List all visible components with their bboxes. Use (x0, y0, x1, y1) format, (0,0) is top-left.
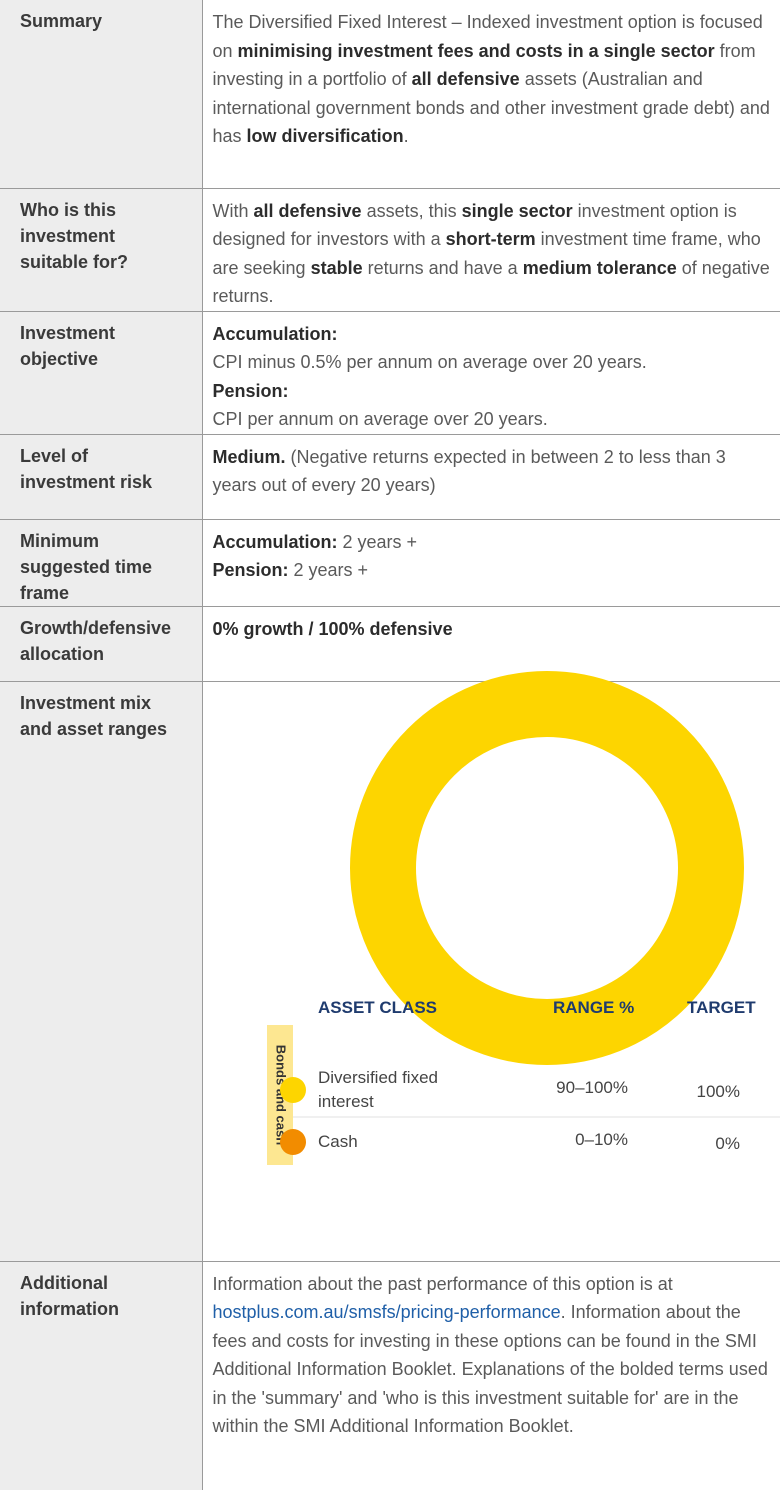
asset-target: 0% (715, 1134, 740, 1153)
text: With (212, 200, 254, 221)
row-label: Investment mix and asset ranges (20, 692, 168, 739)
row-label: Growth/defensive allocation (20, 617, 172, 664)
paragraph: Pension: 2 years + (213, 556, 771, 585)
row-label: Summary (20, 11, 103, 31)
text: (Negative returns expected in between 2 … (212, 446, 726, 496)
donut-chart: Bonds and cash (267, 671, 780, 1165)
content-cell: The Diversified Fixed Interest – Indexed… (201, 0, 780, 189)
row: Level of investment risk Medium. (Negativ… (0, 434, 780, 520)
text: Medium. (212, 446, 286, 467)
row: Summary The Diversified Fixed Interest – … (0, 0, 780, 189)
content-cell: Information about the past performance o… (201, 1261, 780, 1490)
text: short-term (445, 229, 536, 249)
label-cell: Growth/defensive allocation (0, 606, 202, 682)
row: Additional information Information about … (0, 1261, 780, 1490)
content-cell: Accumulation: 2 years + Pension: 2 years … (201, 519, 780, 607)
content-cell: Accumulation: CPI minus 0.5% per annum on… (201, 311, 780, 435)
paragraph: Medium. (Negative returns expected in be… (213, 443, 771, 500)
text: The Diversified Fixed Interest – Indexed… (212, 12, 763, 61)
text: 0% growth / 100% defensive (212, 618, 453, 639)
asset-mix: Bonds and cash ASSET CLASS RANGE % TARGET D… (222, 655, 780, 1235)
row: Investment objective Accumulation: CPI min… (0, 311, 780, 435)
asset-name: Diversified fixed interest (318, 1068, 438, 1111)
row-label: Who is this investment suitable for? (20, 199, 129, 272)
paragraph: Accumulation: 2 years + (213, 528, 771, 557)
text: assets, this (361, 200, 462, 221)
text: from investing in a portfolio of (212, 40, 756, 90)
paragraph: CPI minus 0.5% per annum on average over… (213, 348, 771, 377)
content-cell: Medium. (Negative returns expected in be… (201, 434, 780, 520)
paragraph: 0% growth / 100% defensive (213, 615, 771, 644)
text: Accumulation: (212, 323, 338, 344)
asset-range: 90–100% (556, 1078, 628, 1097)
text: all defensive (411, 69, 520, 89)
text: minimising investment fees and costs in … (237, 40, 715, 61)
paragraph: The Diversified Fixed Interest – Indexed… (213, 8, 771, 151)
text: single sector (461, 200, 573, 221)
label-cell: Minimum suggested time frame (0, 519, 202, 607)
donut-segment (350, 671, 744, 1065)
column-header: ASSET CLASS (318, 998, 438, 1017)
label-cell: Investment mix and asset ranges (0, 681, 202, 1262)
text: low diversification (246, 126, 404, 146)
row: Minimum suggested time frame Accumulation… (0, 519, 780, 607)
label-cell: Who is this investment suitable for? (0, 188, 202, 312)
label-cell: Level of investment risk (0, 434, 202, 520)
column-header: TARGET (687, 998, 756, 1017)
column-header: RANGE % (553, 998, 635, 1017)
row-label: Minimum suggested time frame (20, 530, 153, 603)
row-label: Additional information (20, 1272, 119, 1319)
text: 2 years + (288, 560, 369, 580)
text: investment time frame, who are seeking (212, 229, 761, 278)
link[interactable]: hostplus.com.au/smsfs/pricing-performanc… (212, 1302, 561, 1322)
row-label: Investment objective (20, 322, 116, 369)
legend-dot (280, 1077, 306, 1103)
paragraph: Pension: (213, 377, 771, 406)
text: investment option is designed for invest… (212, 200, 737, 250)
content-cell: 0% growth / 100% defensive (201, 606, 780, 682)
text: Pension: (212, 560, 289, 580)
text: CPI minus 0.5% per annum on average over… (212, 352, 647, 372)
paragraph: With all defensive assets, this single s… (213, 197, 771, 311)
asset-name: Cash (318, 1132, 358, 1151)
paragraph: Accumulation: (213, 320, 771, 349)
text: 2 years + (337, 531, 418, 552)
text: . Information about the fees and costs f… (212, 1302, 768, 1436)
label-cell: Summary (0, 0, 202, 189)
text: Information about the past performance o… (212, 1273, 673, 1294)
label-cell: Additional information (0, 1261, 202, 1490)
content-cell: With all defensive assets, this single s… (201, 188, 780, 312)
row-label: Level of investment risk (20, 445, 153, 492)
paragraph: Information about the past performance o… (213, 1270, 771, 1441)
text: Pension: (212, 380, 289, 401)
legend-dot (280, 1129, 306, 1155)
text: returns and have a (362, 257, 523, 278)
text: of negative returns. (212, 257, 770, 307)
row: Growth/defensive allocation 0% growth / 1… (0, 606, 780, 682)
asset-range: 0–10% (575, 1130, 628, 1149)
text: stable (310, 257, 363, 278)
text: Accumulation: (212, 531, 338, 552)
text: CPI per annum on average over 20 years. (212, 409, 548, 429)
paragraph: CPI per annum on average over 20 years. (213, 405, 771, 434)
label-cell: Investment objective (0, 311, 202, 435)
text: medium tolerance (522, 257, 677, 278)
text: . (403, 126, 409, 146)
text: assets (Australian and international gov… (212, 69, 770, 146)
row: Who is this investment suitable for? With… (0, 188, 780, 312)
asset-target: 100% (696, 1082, 740, 1101)
text: all defensive (253, 200, 362, 221)
